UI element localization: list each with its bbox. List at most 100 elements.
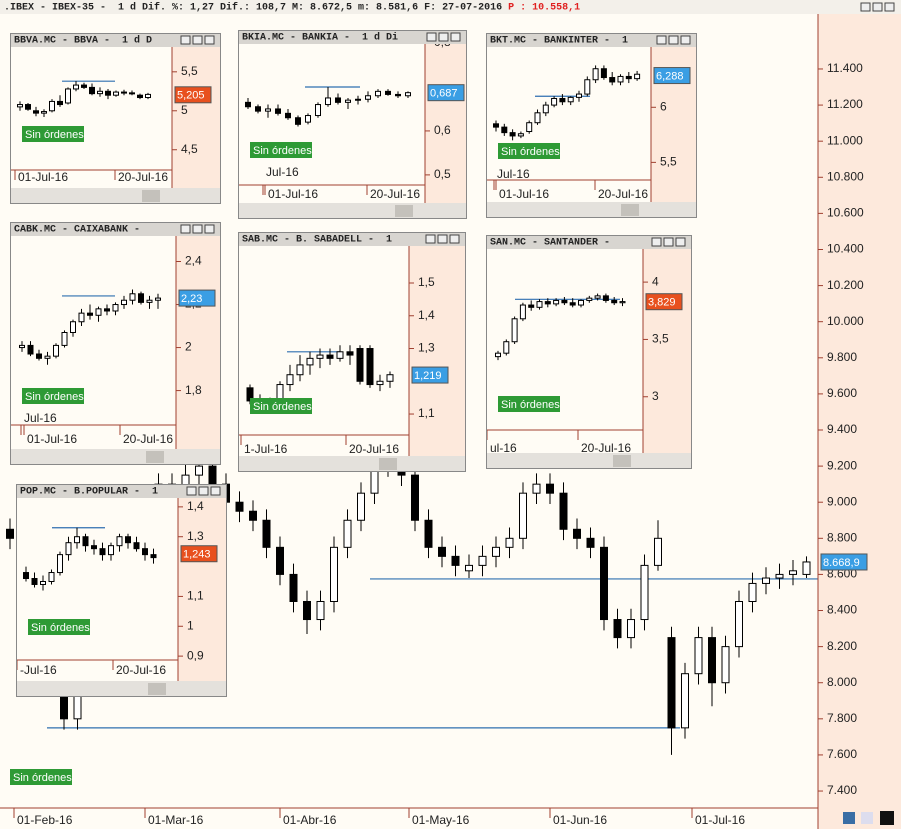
- candle-body: [145, 93, 151, 99]
- candle-body: [561, 299, 568, 304]
- title-bar: [10, 222, 221, 236]
- candle-body: [305, 115, 311, 123]
- minimize-button[interactable]: [426, 32, 437, 42]
- y-tick-label: 1,1: [187, 589, 204, 603]
- candle-body: [150, 554, 157, 559]
- scroll-thumb[interactable]: [379, 458, 397, 470]
- y-tick-label: 8.000: [827, 675, 857, 689]
- minimize-button[interactable]: [656, 35, 667, 45]
- y-tick-label: 9.200: [827, 458, 857, 472]
- window-title: SAB.MC - B. SABADELL - 1: [242, 235, 392, 246]
- scroll-thumb[interactable]: [142, 190, 160, 202]
- candle-body: [405, 92, 411, 97]
- minimize-button[interactable]: [425, 234, 436, 244]
- maximize-button[interactable]: [192, 35, 203, 45]
- scroll-thumb[interactable]: [146, 451, 164, 463]
- close-button[interactable]: [675, 237, 686, 247]
- close-button[interactable]: [449, 234, 460, 244]
- date-label: 20-Jul-16: [123, 432, 173, 446]
- status-badge: [10, 769, 72, 785]
- y-tick-label: 9.000: [827, 494, 857, 508]
- scroll-thumb[interactable]: [613, 455, 631, 467]
- close-button[interactable]: [210, 486, 221, 496]
- status-text: Sin órdenes: [501, 399, 560, 411]
- y-tick-label: 7.400: [827, 783, 857, 797]
- scroll-thumb[interactable]: [148, 683, 166, 695]
- candle-body: [315, 104, 321, 117]
- y-tick-label: 0,9: [187, 648, 204, 662]
- candle-body: [121, 91, 127, 94]
- maximize-button[interactable]: [192, 224, 203, 234]
- last-price-box: [645, 293, 683, 311]
- candle-body: [532, 483, 541, 494]
- candle-body: [142, 548, 148, 556]
- minimize-button[interactable]: [651, 237, 662, 247]
- candle-body: [289, 573, 298, 602]
- maximize-button[interactable]: [437, 234, 448, 244]
- candle-body: [735, 600, 743, 648]
- candle-body: [303, 600, 311, 621]
- close-button[interactable]: [884, 2, 895, 12]
- window-frame: [486, 235, 692, 469]
- close-button[interactable]: [680, 35, 691, 45]
- y-tick-label: 10.400: [827, 242, 864, 256]
- candle-body: [528, 304, 535, 308]
- title-bar: [16, 484, 227, 498]
- maximize-button[interactable]: [872, 2, 883, 12]
- minimize-button[interactable]: [180, 35, 191, 45]
- scroll-thumb[interactable]: [395, 205, 413, 217]
- candle-body: [576, 93, 582, 98]
- candle-body: [137, 94, 143, 99]
- candle-body: [70, 321, 76, 333]
- status-text: Sin órdenes: [13, 772, 72, 784]
- date-label: 1-Jul-16: [244, 442, 288, 456]
- candle-body: [411, 474, 419, 521]
- candle-body: [395, 93, 401, 97]
- minimize-button[interactable]: [180, 224, 191, 234]
- toolbar-icon[interactable]: [861, 812, 873, 824]
- candle-body: [584, 79, 591, 95]
- maximize-button[interactable]: [663, 237, 674, 247]
- minimize-button[interactable]: [860, 2, 871, 12]
- candle-body: [600, 546, 608, 621]
- candle-body: [509, 132, 516, 137]
- toolbar-icon[interactable]: [880, 811, 894, 825]
- chart-window: 01-Jul-16 20-Jul-16 Sin órdenes 4,5 5 5,5 5,20…: [10, 33, 221, 204]
- chart-window: Jul-16 01-Jul-16 20-Jul-16 Sin órdenes 1,8 2 2…: [10, 222, 221, 465]
- scroll-thumb[interactable]: [621, 204, 639, 216]
- status-text: Sin órdenes: [501, 146, 560, 158]
- candle-body: [346, 351, 354, 356]
- close-button[interactable]: [204, 35, 215, 45]
- close-button[interactable]: [204, 224, 215, 234]
- candle-body: [330, 546, 338, 602]
- candle-body: [325, 97, 331, 106]
- candle-body: [617, 75, 624, 83]
- y-tick-label: 10.600: [827, 206, 864, 220]
- close-button[interactable]: [450, 32, 461, 42]
- candle-body: [602, 295, 609, 301]
- candle-body: [262, 519, 271, 548]
- scrollbar: [238, 456, 466, 472]
- candle-body: [285, 112, 291, 119]
- candle-body: [112, 304, 119, 312]
- candle-body: [376, 380, 384, 386]
- y-tick-label: 1,8: [185, 383, 202, 397]
- date-label: 20-Jul-16: [598, 187, 648, 201]
- y-tick-label: 5: [181, 103, 188, 117]
- y-tick-label: 1,4: [418, 308, 435, 322]
- candle-body: [478, 555, 487, 566]
- y-tick-label: 6: [660, 99, 667, 113]
- toolbar-icon[interactable]: [843, 812, 855, 824]
- candle-body: [619, 301, 626, 304]
- candle-body: [611, 299, 618, 304]
- candle-body: [27, 344, 34, 355]
- maximize-button[interactable]: [438, 32, 449, 42]
- last-price-box: [820, 553, 868, 571]
- candle-body: [586, 537, 595, 548]
- candle-body: [505, 537, 514, 548]
- candle-body: [105, 90, 111, 96]
- maximize-button[interactable]: [198, 486, 209, 496]
- maximize-button[interactable]: [668, 35, 679, 45]
- minimize-button[interactable]: [186, 486, 197, 496]
- axis-panel: [409, 232, 466, 472]
